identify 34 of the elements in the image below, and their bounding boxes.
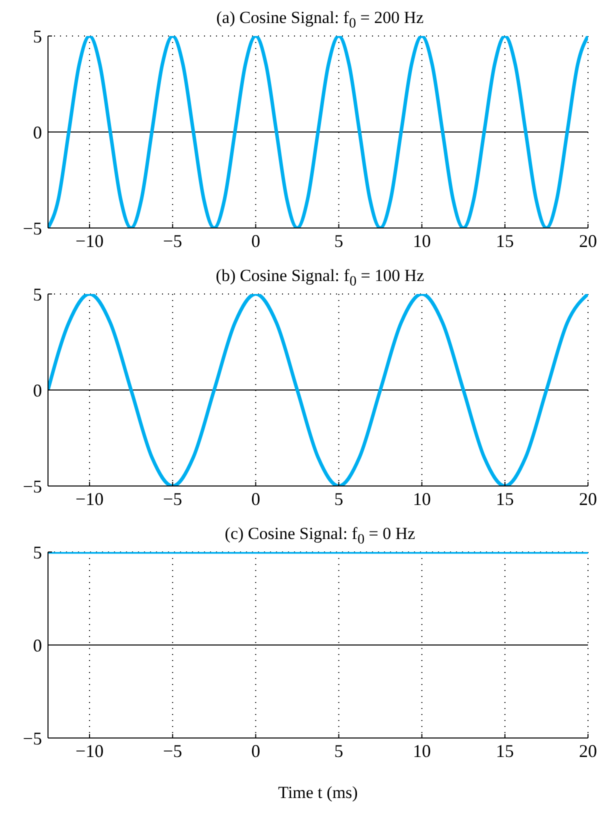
- x-tick-label: −10: [75, 488, 104, 509]
- x-tick-label: 5: [334, 488, 344, 509]
- x-tick-label: 10: [412, 488, 431, 509]
- x-tick-label: 15: [496, 488, 514, 509]
- x-tick-label: 20: [579, 740, 597, 761]
- y-tick-label: 0: [33, 635, 42, 656]
- x-tick-label: 15: [496, 230, 514, 251]
- x-tick-label: 5: [334, 740, 344, 761]
- y-tick-label: 0: [33, 380, 42, 400]
- x-tick-label: −10: [75, 230, 104, 251]
- chart-title: (b) Cosine Signal: f$_{0}$ = 100 Hz: [216, 266, 424, 290]
- chart-title: (a) Cosine Signal: f$_{0}$ = 200 Hz: [216, 8, 424, 32]
- x-tick-label: 0: [251, 488, 260, 509]
- x-tick-label: 0: [251, 740, 260, 761]
- y-tick-label: 5: [33, 284, 42, 304]
- x-tick-label: −5: [163, 230, 182, 251]
- x-tick-label: 0: [251, 230, 260, 251]
- y-tick-label: −5: [22, 728, 42, 748]
- y-tick-label: 5: [33, 542, 42, 562]
- x-tick-label: −10: [75, 740, 104, 761]
- y-tick-label: −5: [22, 476, 42, 496]
- x-tick-label: −5: [163, 488, 182, 509]
- x-tick-label: 10: [412, 740, 431, 761]
- chart-title: (c) Cosine Signal: f$_{0}$ = 0 Hz: [224, 524, 416, 548]
- x-tick-label: −5: [163, 740, 182, 761]
- x-tick-label: 20: [579, 230, 597, 251]
- x-tick-label: 20: [579, 488, 597, 509]
- x-tick-label: 15: [496, 740, 514, 761]
- x-axis-title: Time t (ms): [278, 783, 358, 802]
- y-tick-label: −5: [22, 218, 42, 238]
- y-tick-label: 0: [33, 122, 42, 142]
- x-tick-label: 10: [412, 230, 431, 251]
- y-tick-label: 5: [33, 26, 42, 46]
- x-tick-label: 5: [334, 230, 344, 251]
